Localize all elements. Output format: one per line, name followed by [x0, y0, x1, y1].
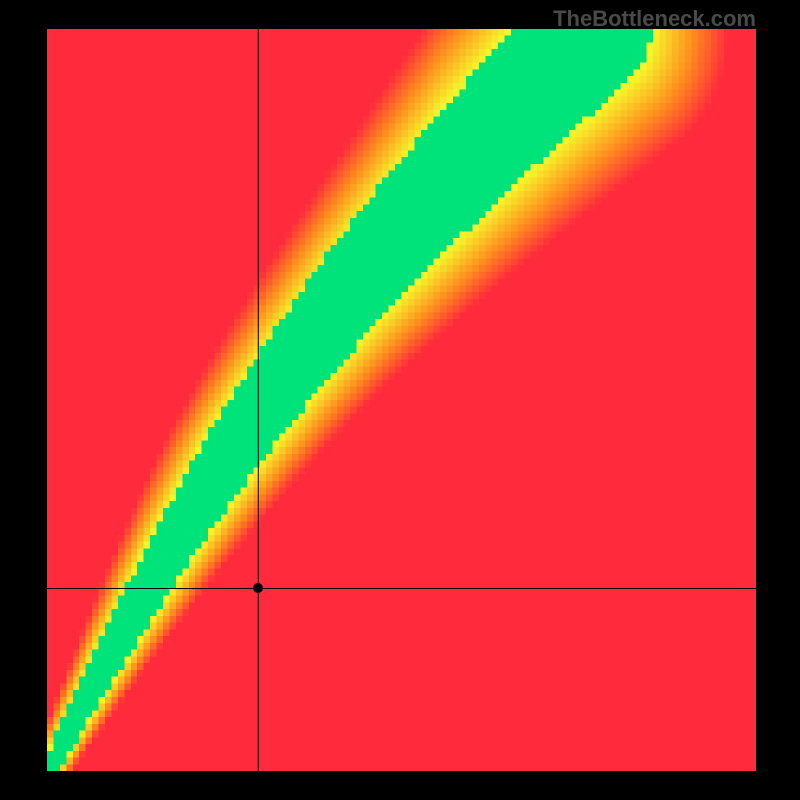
watermark-text: TheBottleneck.com [553, 6, 756, 32]
chart-container: { "heatmap": { "type": "heatmap", "canva… [0, 0, 800, 800]
heatmap-plot [47, 29, 756, 771]
